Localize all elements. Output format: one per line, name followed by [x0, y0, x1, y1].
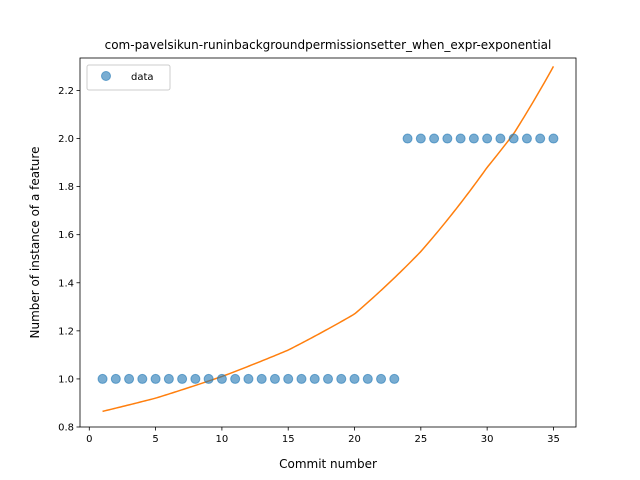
data-point [362, 373, 373, 384]
data-point [429, 133, 440, 144]
axes-layer: 0 5 10 15 20 25 30 35 0.8 1.0 1.2 1.4 1.6 1.8 2.0 2.2 [58, 57, 577, 445]
y-tick-label: 1.4 [58, 278, 74, 289]
data-point [402, 133, 413, 144]
x-tick-label: 0 [86, 434, 92, 445]
data-point [508, 133, 519, 144]
data-point [256, 373, 267, 384]
data-point [216, 373, 227, 384]
x-tick-label: 20 [348, 434, 361, 445]
data-point [243, 373, 254, 384]
data-point [163, 373, 174, 384]
x-tick-label: 15 [282, 434, 295, 445]
y-tick-label: 2.2 [58, 86, 74, 97]
data-point [468, 133, 479, 144]
data-point [548, 133, 559, 144]
data-point [110, 373, 121, 384]
data-point [203, 373, 214, 384]
data-point [309, 373, 320, 384]
data-point [442, 133, 453, 144]
data-point [124, 373, 135, 384]
legend-data-label: data [131, 72, 154, 83]
data-point [495, 133, 506, 144]
x-axis-title: Commit number [279, 457, 377, 471]
data-point [230, 373, 241, 384]
data-point [349, 373, 360, 384]
data-point [296, 373, 307, 384]
x-tick-label: 25 [414, 434, 427, 445]
y-tick-label: 0.8 [58, 423, 74, 434]
y-tick-label: 1.0 [58, 374, 74, 385]
data-point [521, 133, 532, 144]
data-point [283, 373, 294, 384]
x-tick-label: 10 [216, 434, 229, 445]
data-point [177, 373, 188, 384]
x-tick-label: 35 [547, 434, 560, 445]
legend-frame [86, 64, 171, 91]
y-axis-title: Number of instance of a feature [28, 147, 42, 339]
data-point [190, 373, 201, 384]
data-point [97, 373, 108, 384]
plot-area [80, 58, 576, 427]
x-tick-label: 5 [152, 434, 158, 445]
fit-line [102, 66, 555, 413]
y-tick-label: 1.8 [58, 182, 74, 193]
legend: data [86, 64, 171, 91]
data-point [415, 133, 426, 144]
data-point [137, 373, 148, 384]
data-points-layer [97, 133, 559, 384]
data-point [336, 373, 347, 384]
data-point [150, 373, 161, 384]
axes-frame [79, 57, 577, 428]
data-point [269, 373, 280, 384]
fit-layer [102, 66, 555, 413]
legend-data-marker [101, 71, 111, 81]
x-tick-label: 30 [481, 434, 494, 445]
y-tick-label: 2.0 [58, 134, 74, 145]
data-point [323, 373, 333, 384]
data-point [376, 373, 387, 384]
data-point [535, 133, 546, 144]
y-tick-label: 1.2 [58, 326, 74, 337]
y-tick-label: 1.6 [58, 230, 74, 241]
chart-title: com-pavelsikun-runinbackgroundpermission… [105, 38, 552, 52]
data-point [389, 373, 400, 384]
data-point [455, 133, 466, 144]
data-point [482, 133, 493, 144]
